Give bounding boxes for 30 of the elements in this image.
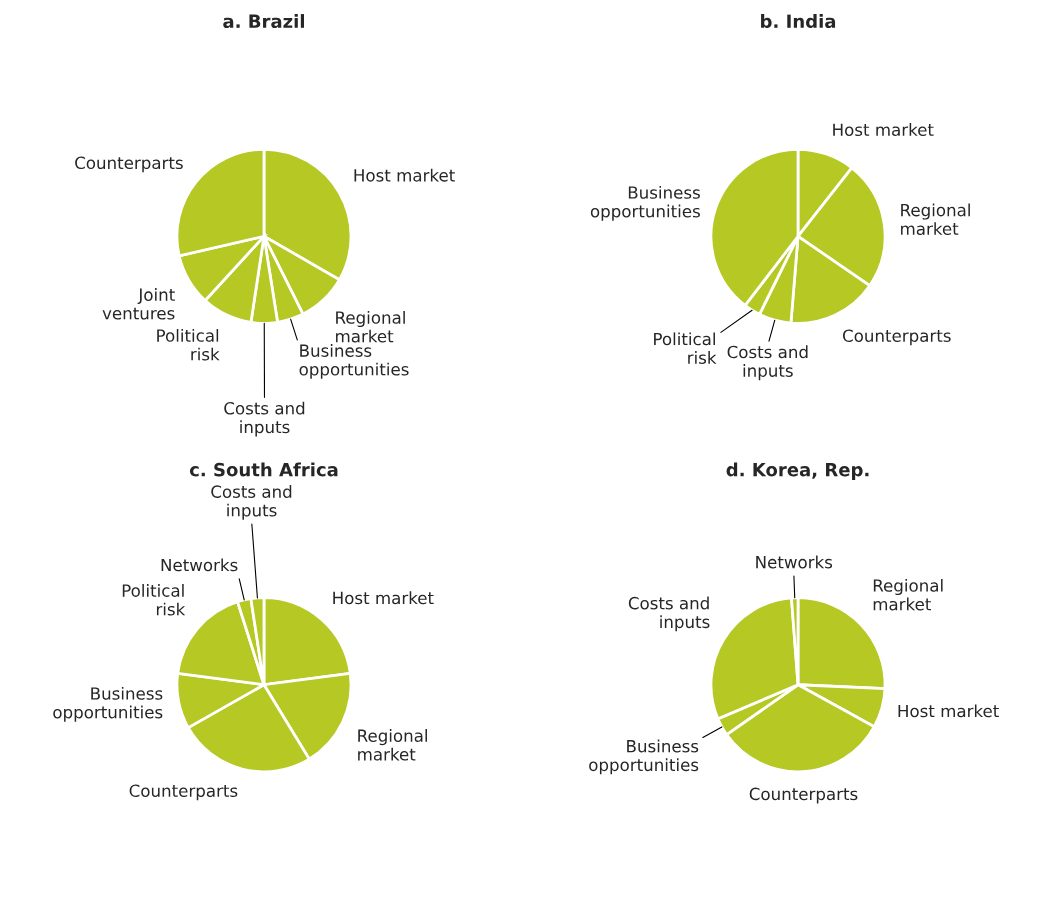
slice-label: Business opportunities xyxy=(590,185,700,221)
slice-label: Host market xyxy=(333,591,434,605)
chart-title: b. India xyxy=(761,14,836,29)
slice-label: Joint ventures xyxy=(102,288,175,320)
chart-title: c. South Africa xyxy=(189,462,338,477)
slice-label: Host market xyxy=(354,168,455,182)
slice-label: Political risk xyxy=(654,332,717,364)
slice-label: Costs and inputs xyxy=(628,596,710,632)
slice-label: Business opportunities xyxy=(299,344,409,379)
slice-label: Networks xyxy=(756,555,833,569)
slice-label: Counterparts xyxy=(75,156,183,173)
slice-label: Business opportunities xyxy=(589,739,699,775)
slice-label: Counterparts xyxy=(749,787,858,804)
chart-title: d. Korea, Rep. xyxy=(726,462,869,480)
slice-label: Political risk xyxy=(157,328,220,361)
slice-label: Regional market xyxy=(336,310,405,343)
chart-title: a. Brazil xyxy=(223,14,304,29)
slice-label: Regional market xyxy=(873,578,943,611)
slice-label: Counterparts xyxy=(842,329,951,346)
slice-label: Regional market xyxy=(358,729,427,761)
slice-label: Business opportunities xyxy=(53,686,163,722)
slice-label: Costs and inputs xyxy=(211,485,292,520)
slice-label: Costs and inputs xyxy=(727,345,808,381)
slice-label: Political risk xyxy=(122,583,186,616)
slice-label: Counterparts xyxy=(129,784,238,801)
slice-label: Host market xyxy=(898,704,999,718)
slice-label: Host market xyxy=(833,123,934,137)
slice-label: Costs and inputs xyxy=(224,401,305,437)
slice-label: Networks xyxy=(161,558,238,572)
slice-label: Regional market xyxy=(901,203,970,236)
